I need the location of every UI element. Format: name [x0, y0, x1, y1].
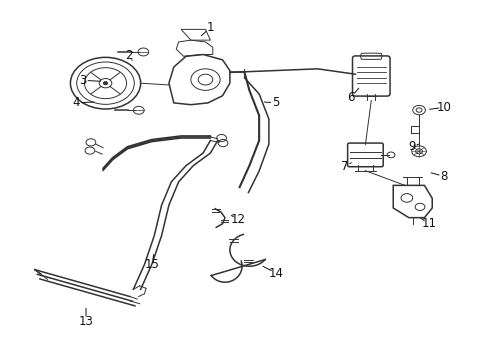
Text: 5: 5: [272, 96, 279, 109]
Text: 13: 13: [79, 315, 93, 328]
Text: 12: 12: [230, 213, 245, 226]
Text: 8: 8: [440, 170, 447, 183]
Text: 2: 2: [124, 49, 132, 62]
Text: 3: 3: [79, 74, 86, 87]
Text: 15: 15: [144, 258, 159, 271]
Text: 7: 7: [341, 160, 348, 173]
Text: 10: 10: [436, 101, 451, 114]
Text: 6: 6: [346, 91, 354, 104]
Text: 11: 11: [421, 217, 435, 230]
Text: 4: 4: [72, 96, 80, 109]
Text: 14: 14: [268, 267, 283, 280]
Circle shape: [103, 82, 107, 85]
Text: 9: 9: [407, 140, 415, 153]
Text: 1: 1: [206, 21, 214, 34]
